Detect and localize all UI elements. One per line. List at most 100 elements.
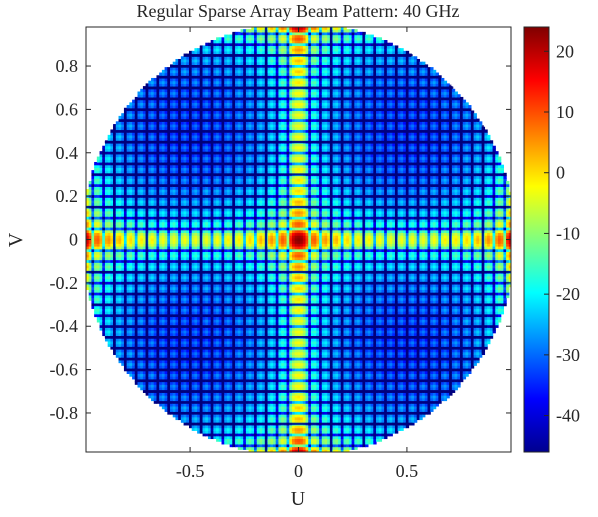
heatmap-cell bbox=[118, 178, 122, 182]
heatmap-cell bbox=[94, 256, 98, 261]
heatmap-cell bbox=[107, 210, 111, 215]
heatmap-cell bbox=[121, 170, 125, 174]
heatmap-cell bbox=[107, 189, 111, 193]
heatmap-cell bbox=[110, 330, 114, 334]
heatmap-cell bbox=[110, 170, 114, 174]
heatmap-cell bbox=[88, 197, 93, 201]
heatmap-cell bbox=[110, 275, 114, 280]
heatmap-cell bbox=[107, 213, 111, 217]
heatmap-cell bbox=[102, 283, 106, 288]
heatmap-cell bbox=[104, 221, 109, 225]
heatmap-cell bbox=[107, 340, 111, 345]
heatmap-cell bbox=[123, 354, 128, 358]
heatmap-cell bbox=[88, 180, 93, 185]
heatmap-cell bbox=[94, 218, 98, 223]
heatmap-cell bbox=[121, 210, 125, 215]
heatmap-cell bbox=[96, 278, 101, 282]
heatmap-cell bbox=[91, 235, 95, 239]
heatmap-cell bbox=[96, 175, 101, 179]
heatmap-cell bbox=[104, 319, 109, 323]
heatmap-cell bbox=[104, 313, 109, 318]
heatmap-cell bbox=[126, 189, 130, 193]
heatmap-cell bbox=[86, 254, 90, 258]
heatmap-cell bbox=[126, 132, 130, 136]
heatmap-cell bbox=[94, 178, 98, 182]
heatmap-cell bbox=[121, 316, 125, 320]
heatmap-cell bbox=[123, 161, 128, 166]
heatmap-cell bbox=[118, 319, 122, 323]
heatmap-cell bbox=[88, 240, 93, 244]
heatmap-cell bbox=[121, 218, 125, 223]
heatmap-cell bbox=[121, 330, 125, 334]
heatmap-cell bbox=[102, 262, 106, 266]
heatmap-cell bbox=[104, 292, 109, 296]
heatmap-cell bbox=[118, 224, 122, 228]
heatmap-cell bbox=[102, 319, 106, 323]
heatmap-cell bbox=[121, 292, 125, 296]
heatmap-cell bbox=[102, 170, 106, 174]
heatmap-cell bbox=[102, 313, 106, 318]
heatmap-cell bbox=[86, 191, 90, 196]
heatmap-cell bbox=[118, 164, 122, 168]
heatmap-cell bbox=[107, 248, 111, 253]
heatmap-cell bbox=[115, 340, 120, 345]
heatmap-cell bbox=[123, 289, 128, 293]
heatmap-cell bbox=[115, 338, 120, 342]
heatmap-cell bbox=[121, 151, 125, 155]
heatmap-cell bbox=[102, 273, 106, 277]
heatmap-cell bbox=[102, 164, 106, 168]
heatmap-cell bbox=[99, 256, 103, 261]
heatmap-cell bbox=[123, 170, 128, 174]
chart-title: Regular Sparse Array Beam Pattern: 40 GH… bbox=[137, 1, 460, 21]
heatmap-cell bbox=[104, 148, 109, 152]
heatmap-cell bbox=[107, 159, 111, 163]
heatmap-cell bbox=[123, 340, 128, 345]
heatmap-cell bbox=[121, 202, 125, 206]
heatmap-cell bbox=[118, 189, 122, 193]
heatmap-cell bbox=[96, 256, 101, 261]
heatmap-cell bbox=[121, 137, 125, 141]
heatmap-cell bbox=[115, 216, 120, 220]
heatmap-cell bbox=[104, 197, 109, 201]
heatmap-cell bbox=[91, 183, 95, 187]
heatmap-cell bbox=[126, 191, 130, 196]
heatmap-cell bbox=[99, 254, 103, 258]
heatmap-cell bbox=[94, 278, 98, 282]
heatmap-cell bbox=[107, 167, 111, 171]
heatmap-cell bbox=[110, 243, 114, 247]
heatmap-cell bbox=[115, 161, 120, 166]
heatmap-cell bbox=[115, 273, 120, 277]
heatmap-cell bbox=[123, 256, 128, 261]
heatmap-cells bbox=[86, 27, 511, 452]
heatmap-cell bbox=[102, 254, 106, 258]
heatmap-cell bbox=[118, 256, 122, 261]
heatmap-cell bbox=[110, 197, 114, 201]
heatmap-cell bbox=[121, 324, 125, 328]
heatmap-cell bbox=[96, 319, 101, 323]
heatmap-cell bbox=[123, 224, 128, 228]
heatmap-cell bbox=[107, 273, 111, 277]
heatmap-cell bbox=[99, 324, 103, 328]
heatmap-cell bbox=[118, 359, 122, 364]
heatmap-cell bbox=[123, 186, 128, 190]
heatmap-cell bbox=[102, 246, 106, 250]
heatmap-cell bbox=[107, 327, 111, 331]
heatmap-cell bbox=[107, 254, 111, 258]
heatmap-cell bbox=[91, 178, 95, 182]
heatmap-cell bbox=[126, 240, 130, 244]
heatmap-cell bbox=[99, 175, 103, 179]
heatmap-cell bbox=[86, 216, 90, 220]
heatmap-cell bbox=[118, 161, 122, 166]
heatmap-cell bbox=[118, 167, 122, 171]
heatmap-cell bbox=[102, 197, 106, 201]
heatmap-cell bbox=[126, 254, 130, 258]
heatmap-cell bbox=[121, 259, 125, 263]
heatmap-cell bbox=[110, 224, 114, 228]
heatmap-cell bbox=[123, 357, 128, 361]
heatmap-cell bbox=[104, 248, 109, 253]
heatmap-cell bbox=[102, 159, 106, 163]
heatmap-cell bbox=[96, 197, 101, 201]
heatmap-cell bbox=[94, 232, 98, 236]
heatmap-cell bbox=[99, 210, 103, 215]
heatmap-cell bbox=[121, 294, 125, 299]
